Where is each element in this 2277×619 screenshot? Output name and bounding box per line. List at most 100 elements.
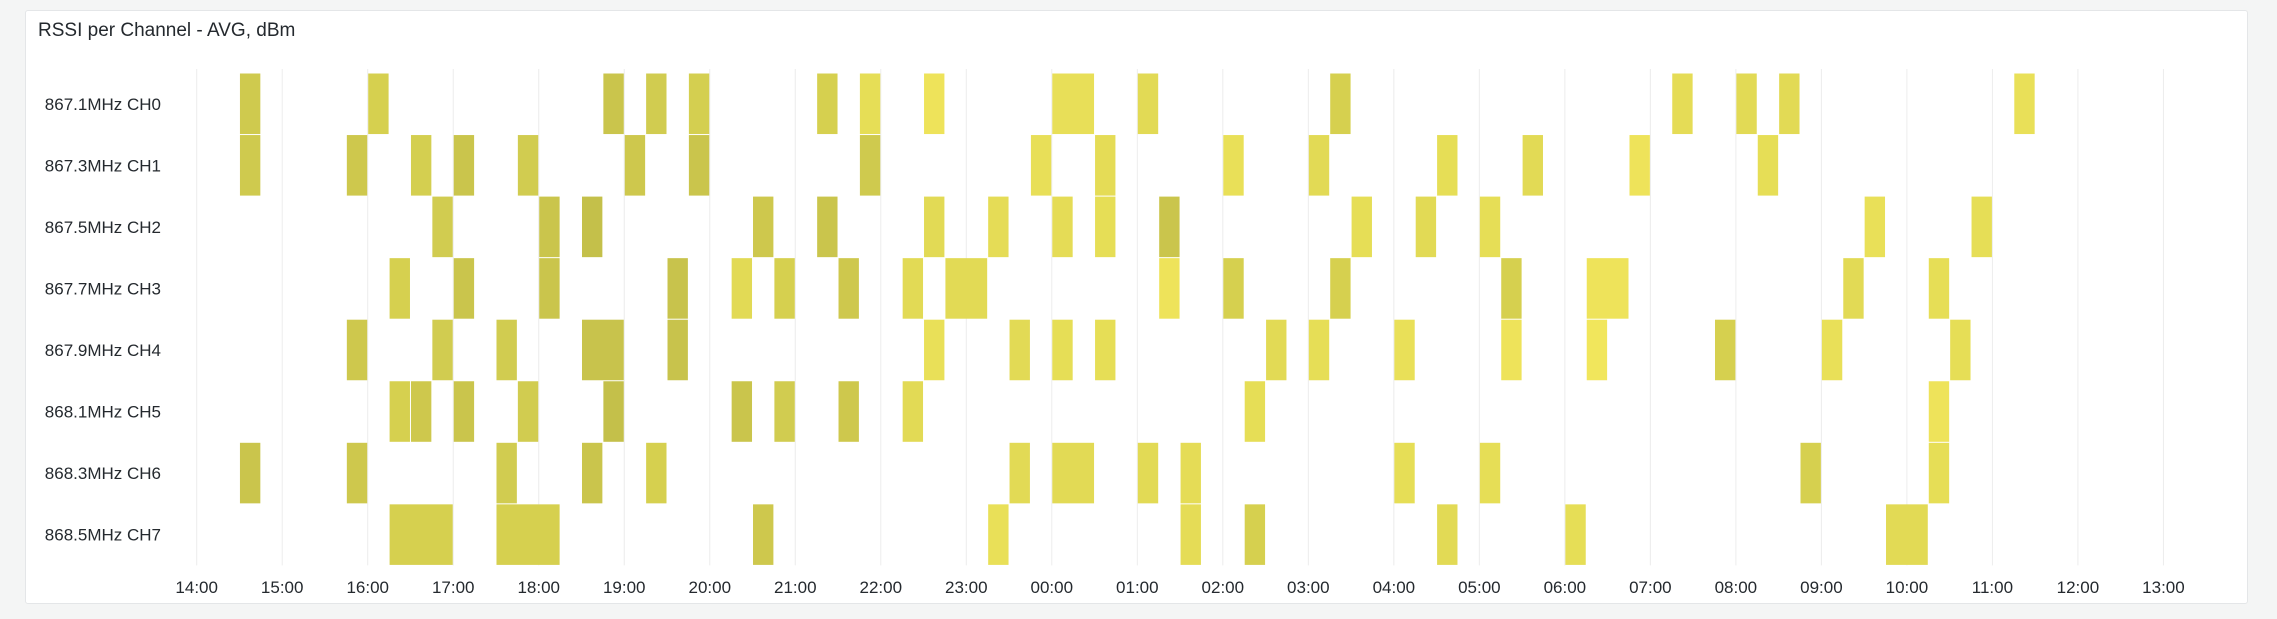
- heatmap-cell: [1928, 258, 1950, 319]
- heatmap-cell: [1330, 258, 1351, 319]
- heatmap-cell: [432, 196, 453, 258]
- heatmap-cell: [1586, 319, 1608, 381]
- heatmap-cell: [1757, 135, 1779, 196]
- x-tick-label: 03:00: [1287, 578, 1330, 597]
- x-axis-labels: 14:00 15:00 16:00 17:00 18:00 19:00 20:00 21:00…: [175, 578, 2184, 597]
- heatmap-cell: [346, 442, 368, 504]
- heatmap-cell: [1629, 135, 1650, 196]
- heatmap-cell: [346, 319, 368, 381]
- heatmap-cell: [1308, 135, 1330, 196]
- heatmap-cell: [389, 381, 410, 442]
- heatmap-cell: [1479, 196, 1501, 258]
- x-tick-label: 10:00: [1886, 578, 1929, 597]
- heatmap-cell: [753, 196, 774, 258]
- heatmap-cell: [838, 381, 859, 442]
- heatmap-cell: [753, 504, 774, 565]
- heatmap-cell: [988, 504, 1009, 565]
- heatmap-cell: [667, 258, 688, 319]
- heatmap-cell: [1864, 196, 1886, 258]
- y-tick-label: 867.9MHz CH4: [45, 341, 161, 360]
- heatmap-cell: [1928, 442, 1950, 504]
- heatmap-cell: [368, 73, 389, 135]
- heatmap-cell: [1821, 319, 1843, 381]
- heatmap-cell: [1180, 504, 1201, 565]
- x-tick-label: 22:00: [860, 578, 903, 597]
- heatmap-cell: [1159, 196, 1180, 258]
- y-axis-labels: 867.1MHz CH0 867.3MHz CH1 867.5MHz CH2 867.…: [45, 95, 161, 545]
- x-tick-label: 09:00: [1800, 578, 1843, 597]
- heatmap-panel: RSSI per Channel - AVG, dBm 867.1MHz CH0…: [25, 10, 2248, 604]
- heatmap-cell: [1330, 73, 1351, 135]
- x-tick-label: 11:00: [1972, 578, 2013, 597]
- heatmap-cell: [1415, 196, 1437, 258]
- y-tick-label: 868.3MHz CH6: [45, 464, 161, 483]
- heatmap-cell: [581, 196, 603, 258]
- heatmap-cell: [646, 73, 667, 135]
- heatmap-cell: [1437, 504, 1458, 565]
- panel-title: RSSI per Channel - AVG, dBm: [38, 20, 296, 41]
- heatmap-cell: [817, 196, 838, 258]
- x-tick-label: 16:00: [346, 578, 389, 597]
- heatmap-cell: [1351, 196, 1372, 258]
- x-tick-label: 18:00: [517, 578, 560, 597]
- x-tick-label: 13:00: [2142, 578, 2185, 597]
- heatmap-cell: [1565, 504, 1586, 565]
- heatmap-cell: [624, 135, 646, 196]
- heatmap-cell: [667, 319, 688, 381]
- heatmap-cell: [1715, 319, 1736, 381]
- heatmap-cell: [1052, 442, 1095, 504]
- heatmap-cell: [1009, 319, 1030, 381]
- heatmap-cell: [581, 319, 624, 381]
- heatmap-cell: [1522, 135, 1543, 196]
- heatmap-cell: [1394, 319, 1415, 381]
- y-tick-label: 868.1MHz CH5: [45, 403, 161, 422]
- heatmap-cell: [1672, 73, 1693, 135]
- heatmap-cell: [389, 504, 453, 565]
- heatmap-cell: [1052, 73, 1095, 135]
- x-tick-label: 17:00: [432, 578, 475, 597]
- heatmap-cell: [453, 381, 475, 442]
- heatmap-cell: [902, 258, 924, 319]
- x-tick-label: 04:00: [1373, 578, 1416, 597]
- heatmap-cell: [603, 73, 624, 135]
- x-tick-label: 20:00: [688, 578, 731, 597]
- x-tick-label: 06:00: [1544, 578, 1587, 597]
- heatmap-cell: [517, 381, 539, 442]
- heatmap-cell: [1095, 196, 1116, 258]
- heatmap-cell: [774, 258, 795, 319]
- heatmap-cell: [239, 73, 261, 135]
- heatmap-cell: [646, 442, 667, 504]
- heatmap-chart: 867.1MHz CH0 867.3MHz CH1 867.5MHz CH2 867.…: [45, 69, 2185, 597]
- heatmap-cell: [1928, 381, 1950, 442]
- x-tick-label: 00:00: [1031, 578, 1074, 597]
- heatmap-cell: [1052, 319, 1073, 381]
- heatmap-cell: [1586, 258, 1629, 319]
- heatmap-cell: [1971, 196, 1992, 258]
- y-tick-label: 867.1MHz CH0: [45, 95, 161, 114]
- heatmap-cell: [774, 381, 795, 442]
- x-tick-label: 23:00: [945, 578, 988, 597]
- heatmap-cell: [496, 319, 517, 381]
- heatmap-cell: [1180, 442, 1201, 504]
- heatmap-cell: [1479, 442, 1501, 504]
- heatmap-cell: [1437, 135, 1458, 196]
- x-tick-label: 19:00: [603, 578, 646, 597]
- heatmap-cell: [924, 73, 945, 135]
- heatmap-cell: [1159, 258, 1180, 319]
- x-tick-label: 07:00: [1629, 578, 1672, 597]
- y-tick-label: 867.3MHz CH1: [45, 156, 161, 175]
- heatmap-cell: [859, 73, 881, 135]
- heatmap-cell: [239, 442, 261, 504]
- heatmap-cell: [945, 258, 988, 319]
- heatmap-cell: [581, 442, 603, 504]
- heatmap-cell: [1501, 258, 1522, 319]
- heatmap-cell: [239, 135, 261, 196]
- heatmap-cell: [432, 319, 453, 381]
- heatmap-cell: [859, 135, 881, 196]
- y-tick-label: 868.5MHz CH7: [45, 526, 161, 545]
- heatmap-cell: [389, 258, 410, 319]
- y-tick-label: 867.5MHz CH2: [45, 218, 161, 237]
- heatmap-cell: [838, 258, 859, 319]
- heatmap-cell: [346, 135, 368, 196]
- x-tick-label: 08:00: [1715, 578, 1758, 597]
